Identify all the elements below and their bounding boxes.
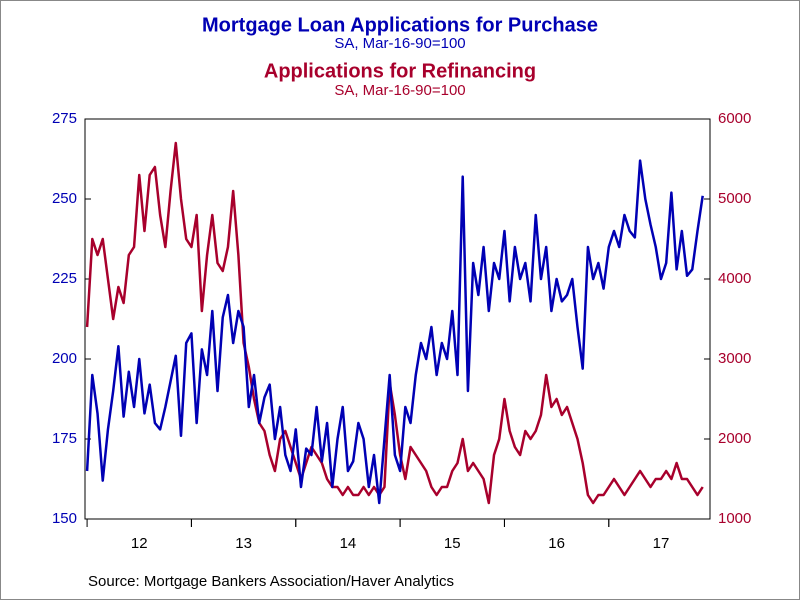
y2-tick-label: 1000: [718, 510, 751, 527]
x-tick-label: 14: [340, 535, 357, 552]
x-tick-label: 15: [444, 535, 461, 552]
plot-area: [84, 118, 711, 520]
y-tick-label: 200: [52, 350, 77, 367]
y2-tick-label: 6000: [718, 110, 751, 127]
y2-tick-label: 3000: [718, 350, 751, 367]
source: Source: Mortgage Bankers Association/Hav…: [88, 573, 454, 590]
x-tick-label: 12: [131, 535, 148, 552]
series-line: [85, 159, 704, 505]
title-purchase: Mortgage Loan Applications for Purchase: [202, 14, 598, 36]
y-tick-label: 250: [52, 190, 77, 207]
y2-tick-label: 2000: [718, 430, 751, 447]
y2-tick-label: 4000: [718, 270, 751, 287]
subtitle-refi: SA, Mar-16-90=100: [334, 82, 465, 99]
subtitle-purchase: SA, Mar-16-90=100: [334, 35, 465, 52]
y-tick-label: 225: [52, 270, 77, 287]
title-refi: Applications for Refinancing: [264, 60, 536, 82]
series-line: [85, 141, 704, 505]
x-tick-label: 16: [548, 535, 565, 552]
y-tick-label: 175: [52, 430, 77, 447]
y2-tick-label: 5000: [718, 190, 751, 207]
x-tick-label: 17: [653, 535, 670, 552]
y-tick-label: 275: [52, 110, 77, 127]
y-tick-label: 150: [52, 510, 77, 527]
x-tick-label: 13: [235, 535, 252, 552]
